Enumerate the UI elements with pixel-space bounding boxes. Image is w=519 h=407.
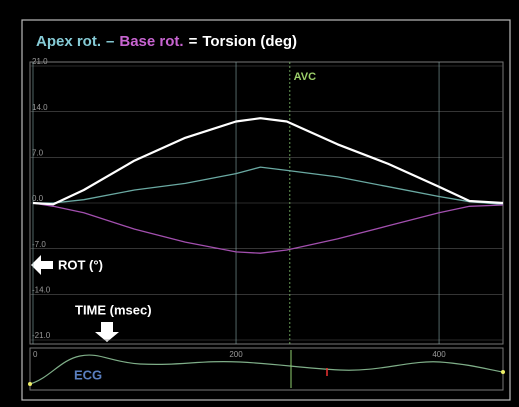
title-part: Apex rot.: [36, 33, 101, 50]
ecg-trace: [29, 354, 504, 385]
ecg-dot: [501, 370, 505, 374]
y-tick-label: 0.0: [32, 194, 44, 203]
y-tick-label: -14.0: [32, 285, 51, 294]
chart-title: Apex rot. – Base rot. = Torsion (deg): [36, 33, 297, 50]
ecg-dot: [28, 382, 32, 386]
ecg-frame: [29, 347, 504, 391]
title-operator: –: [106, 33, 114, 50]
series-line: [33, 166, 504, 205]
y-tick-label: 21.0: [32, 57, 48, 66]
x-axis-label: TIME (msec): [75, 302, 152, 317]
x-tick-label: 200: [229, 350, 243, 359]
x-tick-label: 0: [33, 350, 38, 359]
title-part: Base rot.: [119, 33, 183, 50]
y-tick-label: -7.0: [32, 240, 46, 249]
frame: [21, 19, 511, 401]
series-line: [32, 117, 504, 206]
title-operator: =: [189, 33, 198, 50]
y-axis-label: ROT (°): [58, 257, 103, 272]
y-tick-label: -21.0: [32, 331, 51, 340]
time-arrow: [95, 322, 119, 342]
series-line: [32, 202, 504, 254]
ecg-label: ECG: [74, 367, 102, 382]
annotation: AVC: [294, 71, 316, 83]
y-tick-label: 14.0: [32, 103, 48, 112]
title-part: Torsion (deg): [202, 33, 297, 50]
y-tick-label: 7.0: [32, 148, 44, 157]
rot-arrow: [31, 255, 53, 275]
x-tick-label: 400: [432, 350, 446, 359]
